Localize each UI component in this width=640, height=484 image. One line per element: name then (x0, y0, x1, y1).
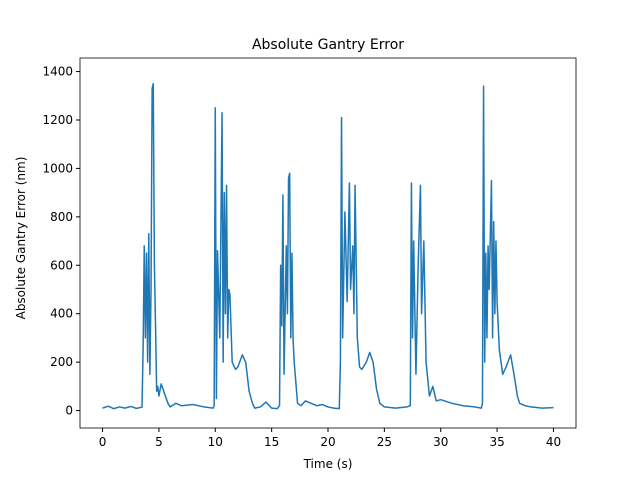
x-tick-label: 35 (489, 435, 504, 449)
x-tick-label: 0 (99, 435, 107, 449)
chart-title: Absolute Gantry Error (252, 37, 404, 53)
x-tick-label: 20 (320, 435, 335, 449)
y-axis-label: Absolute Gantry Error (nm) (14, 157, 28, 320)
y-tick-label: 200 (50, 355, 73, 369)
x-tick-label: 40 (546, 435, 561, 449)
y-tick-label: 1000 (42, 161, 73, 175)
y-tick-label: 800 (50, 210, 73, 224)
y-tick-label: 400 (50, 307, 73, 321)
data-line (102, 82, 554, 410)
y-tick-label: 600 (50, 258, 73, 272)
x-tick-label: 5 (155, 435, 163, 449)
x-axis-label: Time (s) (303, 457, 353, 471)
x-tick-label: 10 (208, 435, 223, 449)
plot-frame (79, 57, 577, 429)
y-tick-label: 1400 (42, 65, 73, 79)
x-tick-label: 30 (433, 435, 448, 449)
x-tick-label: 15 (264, 435, 279, 449)
y-tick-label: 1200 (42, 113, 73, 127)
x-tick-label: 25 (377, 435, 392, 449)
y-tick-label: 0 (65, 404, 73, 418)
